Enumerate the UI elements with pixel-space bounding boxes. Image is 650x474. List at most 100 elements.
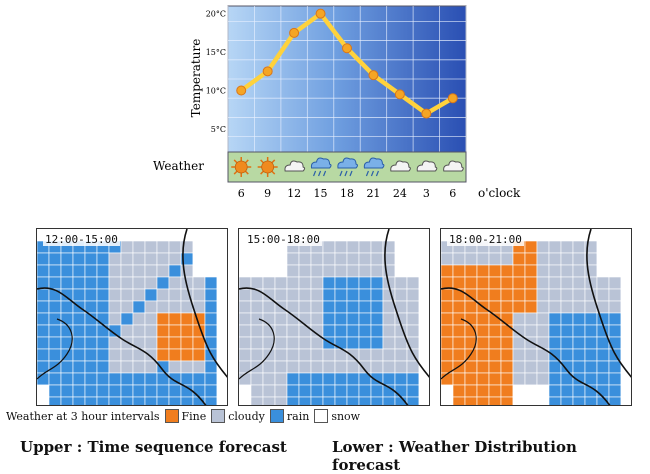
map-cell (132, 288, 146, 302)
map-cell (406, 384, 420, 398)
map-cell (406, 229, 420, 242)
map-cell (96, 252, 110, 266)
map-cell (72, 312, 86, 326)
map-cell (60, 252, 74, 266)
map-cell (37, 312, 50, 326)
weather-map-2-grid (239, 229, 429, 405)
map-cell (418, 240, 429, 254)
map-cell (156, 288, 170, 302)
map-cell (452, 396, 466, 405)
map-cell (37, 324, 50, 338)
map-cell (418, 252, 429, 266)
sun-icon (257, 157, 278, 177)
temperature-point (315, 8, 326, 19)
map-cell (548, 372, 562, 386)
weather-legend: Weather at 3 hour intervals Fine cloudy … (6, 409, 360, 423)
map-cell (84, 384, 98, 398)
map-cell (310, 348, 324, 362)
map-cell (37, 276, 50, 290)
map-cell (180, 396, 194, 405)
map-cell (298, 312, 312, 326)
map-cell (132, 240, 146, 254)
coastline (384, 229, 429, 378)
map-cell (512, 384, 526, 398)
map-cell (608, 264, 622, 278)
map-cell (370, 348, 384, 362)
map-cell (394, 264, 408, 278)
map-cell (608, 229, 622, 242)
map-cell (572, 360, 586, 374)
map-cell (512, 312, 526, 326)
map-cell (560, 300, 574, 314)
map-cell (548, 288, 562, 302)
map-cell (60, 396, 74, 405)
map-cell (500, 360, 514, 374)
legend-swatch-rain (269, 409, 284, 423)
map-cell (441, 384, 454, 398)
map-cell (180, 372, 194, 386)
temperature-point (394, 89, 405, 100)
map-cell (108, 396, 122, 405)
map-cell (72, 288, 86, 302)
map-cell (250, 324, 264, 338)
map-cell (358, 264, 372, 278)
x-tick-label: 9 (264, 187, 271, 200)
map-cell (548, 396, 562, 405)
map-cell (500, 396, 514, 405)
map-cell (608, 252, 622, 266)
map-cell (536, 240, 550, 254)
map-cell (536, 312, 550, 326)
map-cell (620, 348, 631, 362)
map-cell (441, 264, 454, 278)
map-cell (370, 229, 384, 242)
map-cell (144, 372, 158, 386)
coastline (239, 318, 275, 380)
map-cell (370, 384, 384, 398)
map-cell (334, 360, 348, 374)
map-cell (620, 312, 631, 326)
map-cell (84, 288, 98, 302)
map-cell (560, 276, 574, 290)
map-cell (358, 396, 372, 405)
map-cell (96, 300, 110, 314)
map-cell (204, 312, 218, 326)
map-cell (608, 240, 622, 254)
map-cell (394, 360, 408, 374)
map-cell (274, 372, 288, 386)
map-cell (512, 348, 526, 362)
map-cell (596, 360, 610, 374)
map-cell (274, 396, 288, 405)
temperature-chart: 20°C 15°C 10°C 5°C 6 9 12 15 18 21 24 3 6 Temperatu… (153, 5, 521, 200)
map-cell (132, 312, 146, 326)
map-cell (84, 360, 98, 374)
map-cell (572, 396, 586, 405)
map-cell (441, 252, 454, 266)
map-cell (560, 348, 574, 362)
map-cell (370, 240, 384, 254)
map-cell (608, 288, 622, 302)
map-cell (358, 288, 372, 302)
map-cell (572, 264, 586, 278)
x-tick-label: 21 (366, 187, 380, 200)
map-cell (132, 300, 146, 314)
map-cell (180, 336, 194, 350)
x-tick-label: 6 (449, 187, 456, 200)
map-cell (370, 396, 384, 405)
map-cell (72, 264, 86, 278)
map-cell (536, 384, 550, 398)
map-cell (441, 300, 454, 314)
map-cell (108, 360, 122, 374)
map-cell (250, 300, 264, 314)
map-cell (37, 384, 50, 398)
map-cell (560, 240, 574, 254)
map-cell (512, 288, 526, 302)
coastline (37, 287, 207, 405)
map-cell (180, 312, 194, 326)
map-cell (358, 240, 372, 254)
map-cell (608, 324, 622, 338)
map-cell (322, 276, 336, 290)
map-cell (524, 372, 538, 386)
map-cell (334, 229, 348, 242)
map-cell (382, 324, 396, 338)
weather-map-2-label: 15:00-18:00 (245, 233, 322, 246)
